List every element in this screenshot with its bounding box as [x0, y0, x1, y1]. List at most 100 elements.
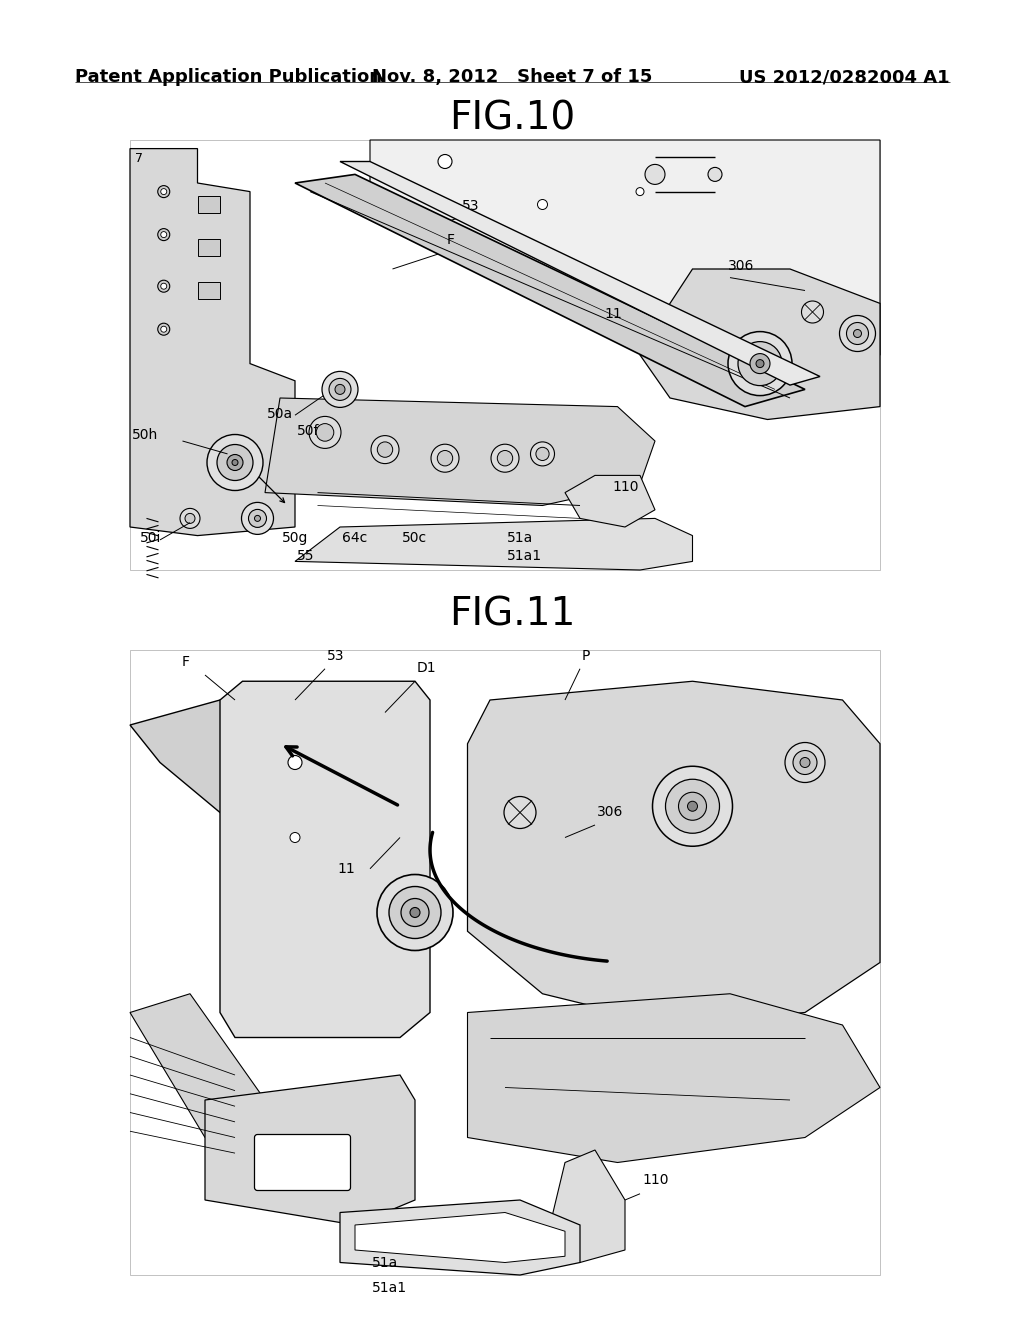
Polygon shape [468, 994, 880, 1163]
Circle shape [335, 384, 345, 395]
Circle shape [708, 168, 722, 181]
Polygon shape [220, 681, 430, 1038]
Circle shape [728, 331, 792, 396]
Text: 53: 53 [462, 199, 479, 213]
Circle shape [158, 280, 170, 292]
Circle shape [207, 434, 263, 491]
Circle shape [322, 371, 358, 408]
Polygon shape [640, 269, 880, 420]
Circle shape [490, 445, 519, 473]
Text: 51a1: 51a1 [372, 1282, 408, 1295]
Circle shape [161, 284, 167, 289]
Circle shape [410, 908, 420, 917]
Circle shape [666, 779, 720, 833]
Text: 50h: 50h [132, 428, 159, 442]
Polygon shape [550, 1150, 625, 1262]
Polygon shape [355, 1213, 565, 1262]
Polygon shape [130, 140, 880, 570]
Text: 53: 53 [327, 648, 344, 663]
Circle shape [750, 354, 770, 374]
Text: 51a: 51a [507, 531, 534, 545]
Circle shape [840, 315, 876, 351]
Circle shape [793, 751, 817, 775]
Text: 50a: 50a [267, 407, 293, 421]
Polygon shape [340, 1200, 580, 1275]
Polygon shape [198, 282, 220, 300]
Polygon shape [198, 195, 220, 213]
Circle shape [255, 515, 260, 521]
Text: 51a: 51a [372, 1257, 398, 1270]
Circle shape [161, 231, 167, 238]
Text: Patent Application Publication: Patent Application Publication [75, 69, 382, 86]
Circle shape [158, 228, 170, 240]
Polygon shape [265, 399, 655, 506]
FancyBboxPatch shape [255, 1134, 350, 1191]
Circle shape [158, 186, 170, 198]
Circle shape [687, 801, 697, 812]
Circle shape [377, 874, 453, 950]
Circle shape [538, 199, 548, 210]
Text: US 2012/0282004 A1: US 2012/0282004 A1 [739, 69, 950, 86]
Circle shape [232, 459, 238, 466]
Text: 50g: 50g [282, 531, 308, 545]
Circle shape [389, 887, 441, 939]
Text: 64c: 64c [342, 531, 368, 545]
Polygon shape [130, 649, 880, 1275]
Text: FIG.10: FIG.10 [449, 100, 575, 139]
Circle shape [217, 445, 253, 480]
Circle shape [242, 503, 273, 535]
Circle shape [431, 445, 459, 473]
Text: 50i: 50i [139, 531, 161, 545]
Polygon shape [295, 519, 692, 570]
Polygon shape [205, 1074, 415, 1225]
Text: D1: D1 [417, 661, 436, 675]
Circle shape [636, 187, 644, 195]
Text: P: P [582, 648, 591, 663]
Text: 55: 55 [297, 549, 314, 562]
Circle shape [847, 322, 868, 345]
Circle shape [158, 323, 170, 335]
Circle shape [645, 165, 665, 185]
Circle shape [290, 833, 300, 842]
Polygon shape [565, 475, 655, 527]
Text: F: F [447, 234, 455, 248]
Circle shape [180, 508, 200, 528]
Circle shape [652, 766, 732, 846]
Polygon shape [295, 174, 805, 407]
Circle shape [802, 301, 823, 323]
Text: 50c: 50c [402, 531, 427, 545]
Text: F: F [182, 655, 190, 669]
Circle shape [288, 755, 302, 770]
Polygon shape [468, 681, 880, 1026]
Polygon shape [130, 994, 265, 1138]
Polygon shape [370, 140, 880, 376]
Polygon shape [198, 239, 220, 256]
Circle shape [329, 379, 351, 400]
Circle shape [371, 436, 399, 463]
Circle shape [377, 442, 392, 457]
Circle shape [401, 899, 429, 927]
Circle shape [161, 189, 167, 194]
Circle shape [185, 513, 195, 524]
Polygon shape [340, 161, 820, 385]
Text: 50f: 50f [297, 424, 319, 438]
Polygon shape [130, 700, 415, 937]
Circle shape [438, 154, 452, 169]
Text: 51a1: 51a1 [507, 549, 542, 562]
Text: 11: 11 [337, 862, 355, 875]
Text: 11: 11 [604, 306, 623, 321]
Circle shape [679, 792, 707, 820]
Text: 110: 110 [612, 479, 639, 494]
Circle shape [756, 359, 764, 367]
Text: Nov. 8, 2012   Sheet 7 of 15: Nov. 8, 2012 Sheet 7 of 15 [372, 69, 652, 86]
Circle shape [504, 796, 536, 829]
Circle shape [437, 450, 453, 466]
Text: 306: 306 [597, 805, 624, 818]
Text: FIG.11: FIG.11 [449, 597, 575, 634]
Circle shape [227, 454, 243, 470]
Circle shape [498, 450, 513, 466]
Polygon shape [130, 149, 295, 536]
Circle shape [316, 424, 334, 441]
Circle shape [161, 326, 167, 333]
Circle shape [309, 416, 341, 449]
